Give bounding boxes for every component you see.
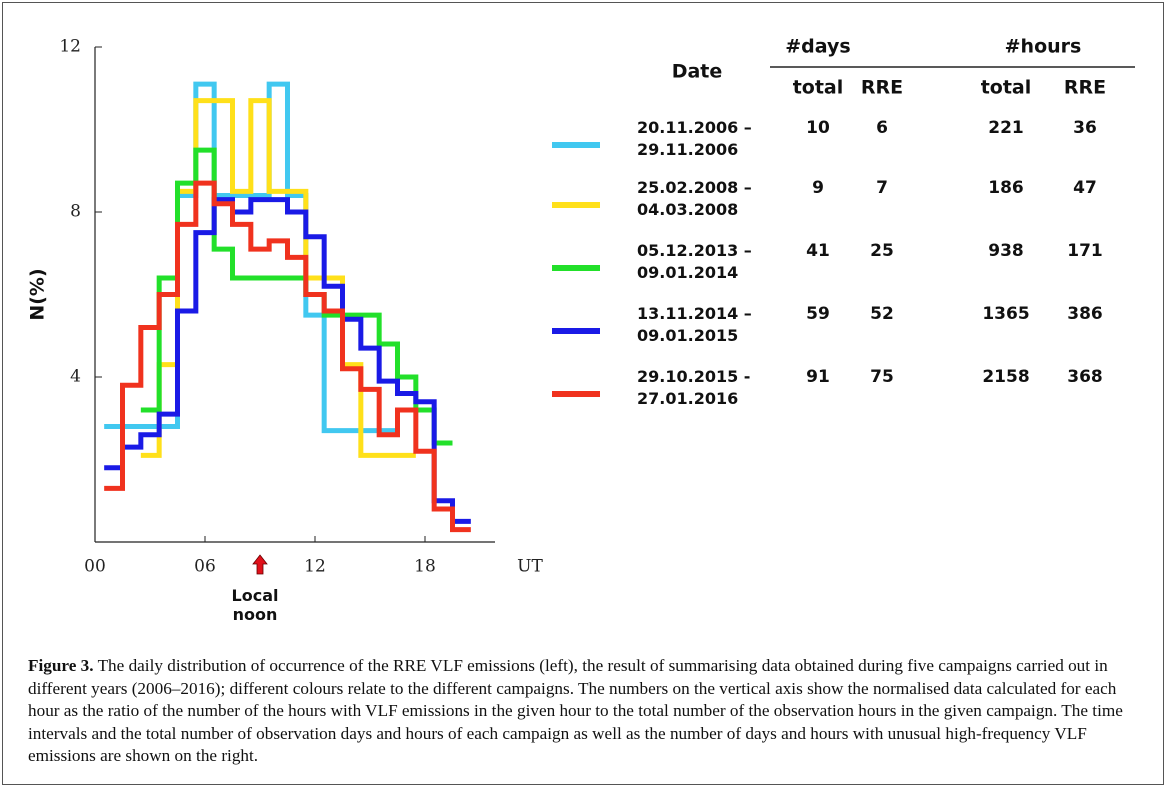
x-tick-label: 12 [304,557,326,577]
table-cell: 1365 [982,304,1029,324]
x-tick-label: 18 [414,557,436,577]
caption: Figure 3. The daily distribution of occu… [28,655,1140,768]
table-cell: 10 [806,118,830,138]
table-cell: 75 [870,367,894,387]
series-line [104,197,471,524]
table-cell: 36 [1073,118,1097,138]
table-cell: 41 [806,241,830,261]
y-tick-label: 12 [59,37,81,57]
table-sub-header: total [981,77,1032,99]
table-cell: 9 [812,178,824,198]
series-line [104,180,471,533]
table-cell: 47 [1073,178,1097,198]
table-cell: 171 [1067,241,1103,261]
table-cell: 52 [870,304,894,324]
caption-text: The daily distribution of occurrence of … [28,656,1123,765]
annotation: Local noon [231,586,279,624]
legend-label: 29.10.2015 - 27.01.2016 [637,367,751,408]
x-axis-label: UT [517,557,543,577]
table-cell: 91 [806,367,830,387]
table-cell: 59 [806,304,830,324]
table-sub-header: RRE [861,77,903,99]
table-group-header: #days [785,36,850,58]
table-cell: 938 [988,241,1024,261]
table-cell: 221 [988,118,1024,138]
y-tick-label: 4 [70,367,81,387]
legend-label: 20.11.2006 – 29.11.2006 [637,118,752,159]
legend-label: 13.11.2014 – 09.01.2015 [637,304,752,345]
table-sub-header: RRE [1064,77,1106,99]
x-tick-label: 00 [84,557,106,577]
table-cell: 368 [1067,367,1103,387]
table-cell: 25 [870,241,894,261]
caption-label: Figure 3. [28,656,94,675]
table-cell: 386 [1067,304,1103,324]
legend-label: 25.02.2008 – 04.03.2008 [637,178,752,219]
table-cell: 7 [876,178,888,198]
x-tick-label: 06 [194,557,216,577]
y-axis-label: N(%) [27,268,49,320]
table-cell: 186 [988,178,1024,198]
table-group-header: #hours [1005,36,1082,58]
series-line [104,81,398,434]
annotation-arrow [252,554,268,575]
table-cell: 2158 [982,367,1029,387]
y-tick-label: 8 [70,202,81,222]
legend-label: 05.12.2013 – 09.01.2014 [637,241,752,282]
table-date-header: Date [672,61,723,83]
table-sub-header: total [793,77,844,99]
table-cell: 6 [876,118,888,138]
